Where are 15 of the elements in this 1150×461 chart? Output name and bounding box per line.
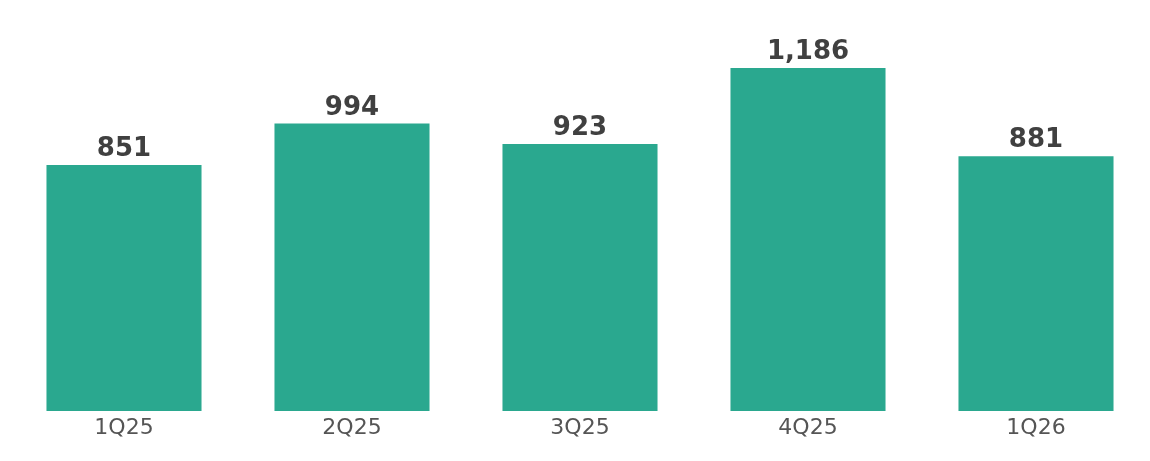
x-tick-label: 2Q25: [322, 414, 382, 439]
data-label: 994: [324, 90, 380, 121]
bar: [46, 164, 202, 411]
data-label: 1,186: [766, 35, 850, 66]
bar: [502, 144, 658, 411]
bar: [730, 68, 886, 411]
data-label: 851: [96, 131, 152, 162]
data-label: 881: [1008, 123, 1064, 154]
x-tick-label: 1Q25: [94, 414, 154, 439]
data-label: 923: [552, 111, 608, 142]
x-tick-label: 1Q26: [1006, 414, 1066, 439]
bar: [958, 156, 1114, 411]
x-tick-label: 3Q25: [550, 414, 610, 439]
x-tick-label: 4Q25: [778, 414, 838, 439]
bar: [274, 123, 430, 411]
